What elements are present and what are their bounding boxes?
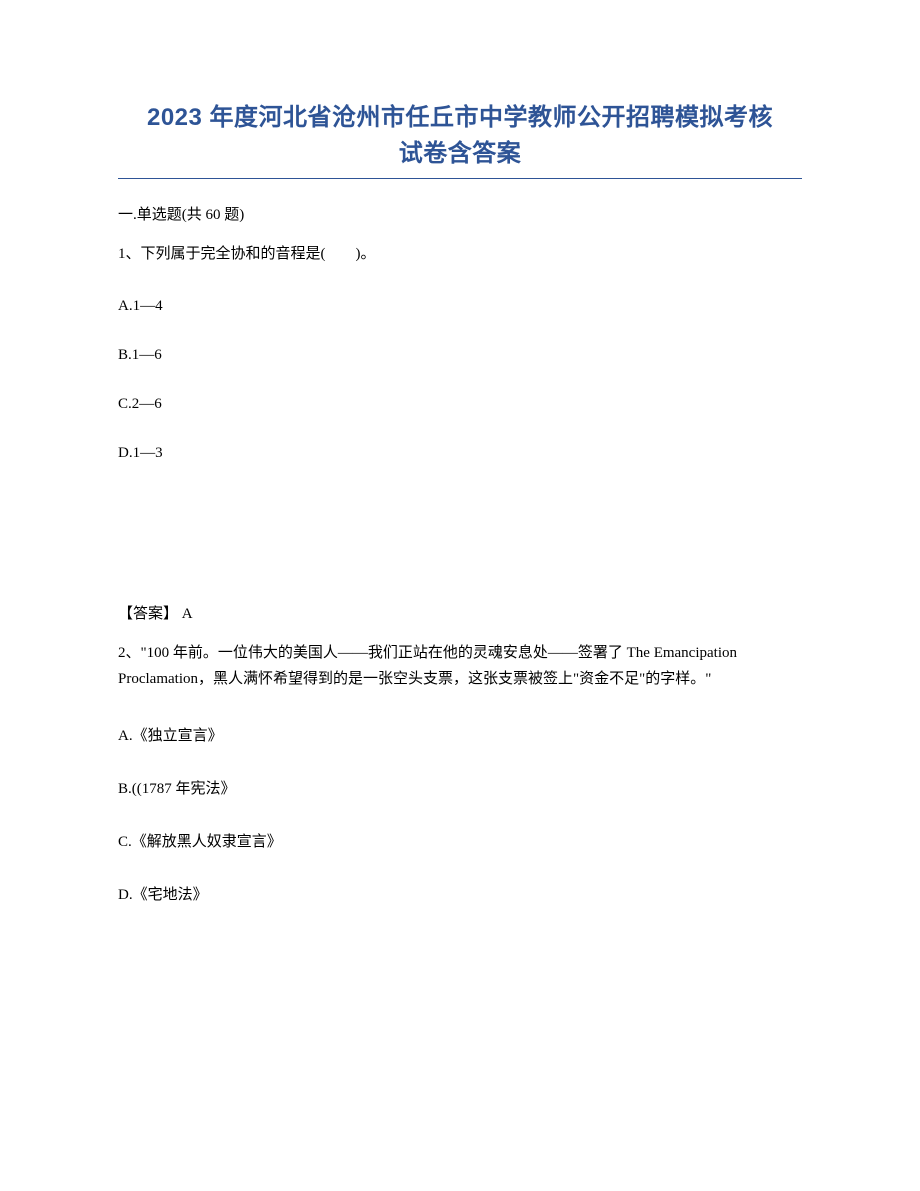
question-1-option-a: A.1—4	[118, 298, 802, 315]
document-title-line2: 试卷含答案	[118, 136, 802, 172]
title-underline	[118, 178, 802, 179]
section-header: 一.单选题(共 60 题)	[118, 203, 802, 224]
question-1-option-c: C.2—6	[118, 396, 802, 413]
question-2-option-b: B.((1787 年宪法》	[118, 777, 802, 798]
question-1-option-b: B.1—6	[118, 347, 802, 364]
question-1-stem: 1、下列属于完全协和的音程是( )。	[118, 242, 802, 266]
question-2-option-a: A.《独立宣言》	[118, 724, 802, 745]
question-2-stem: 2、"100 年前。一位伟大的美国人——我们正站在他的灵魂安息处——签署了 Th…	[118, 641, 802, 692]
document-title-line1: 2023 年度河北省沧州市任丘市中学教师公开招聘模拟考核	[118, 100, 802, 136]
question-2-option-d: D.《宅地法》	[118, 883, 802, 904]
question-1-option-d: D.1—3	[118, 445, 802, 462]
question-1-answer: 【答案】 A	[118, 602, 802, 623]
question-2-option-c: C.《解放黑人奴隶宣言》	[118, 830, 802, 851]
document-title-container: 2023 年度河北省沧州市任丘市中学教师公开招聘模拟考核 试卷含答案	[118, 100, 802, 172]
